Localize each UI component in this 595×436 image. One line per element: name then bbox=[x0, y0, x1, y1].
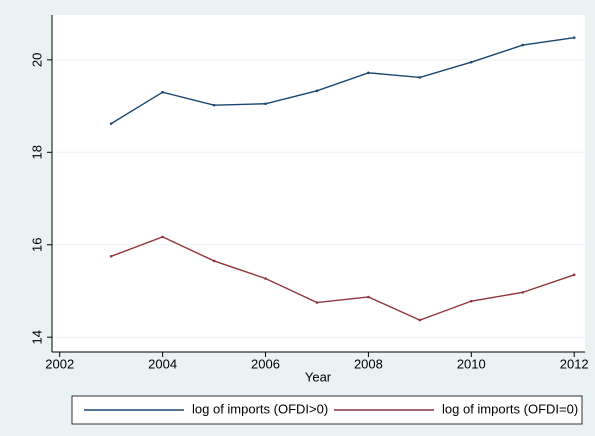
y-tick-label: 20 bbox=[29, 53, 44, 67]
x-tick-label: 2012 bbox=[560, 356, 589, 371]
x-tick-label: 2008 bbox=[354, 356, 383, 371]
x-tick-label: 2002 bbox=[45, 356, 74, 371]
point bbox=[109, 255, 113, 258]
y-tick-label: 16 bbox=[29, 238, 44, 252]
x-tick-label: 2010 bbox=[457, 356, 486, 371]
point bbox=[418, 76, 422, 79]
y-tick-label: 14 bbox=[29, 330, 44, 344]
series-line bbox=[110, 236, 575, 321]
point bbox=[315, 301, 319, 304]
point bbox=[161, 90, 164, 94]
point bbox=[212, 259, 216, 263]
point bbox=[572, 273, 576, 277]
point bbox=[521, 43, 525, 47]
x-tick-label: 2006 bbox=[251, 356, 280, 371]
point bbox=[212, 103, 216, 107]
series-line bbox=[110, 36, 575, 125]
point bbox=[161, 235, 164, 239]
point bbox=[572, 36, 576, 39]
point bbox=[109, 122, 113, 125]
point bbox=[470, 60, 473, 64]
point bbox=[315, 89, 319, 93]
legend-label: log of imports (OFDI=0) bbox=[442, 401, 578, 416]
y-tick-label: 18 bbox=[29, 145, 44, 159]
point bbox=[367, 295, 370, 299]
point bbox=[470, 299, 473, 303]
point bbox=[418, 318, 422, 322]
point bbox=[264, 102, 267, 106]
plot-area bbox=[52, 15, 585, 352]
point bbox=[521, 291, 525, 294]
x-axis-label: Year bbox=[305, 369, 332, 384]
x-tick-label: 2004 bbox=[148, 356, 177, 371]
legend-label: log of imports (OFDI>0) bbox=[192, 401, 328, 416]
point bbox=[264, 277, 267, 280]
point bbox=[367, 71, 370, 75]
